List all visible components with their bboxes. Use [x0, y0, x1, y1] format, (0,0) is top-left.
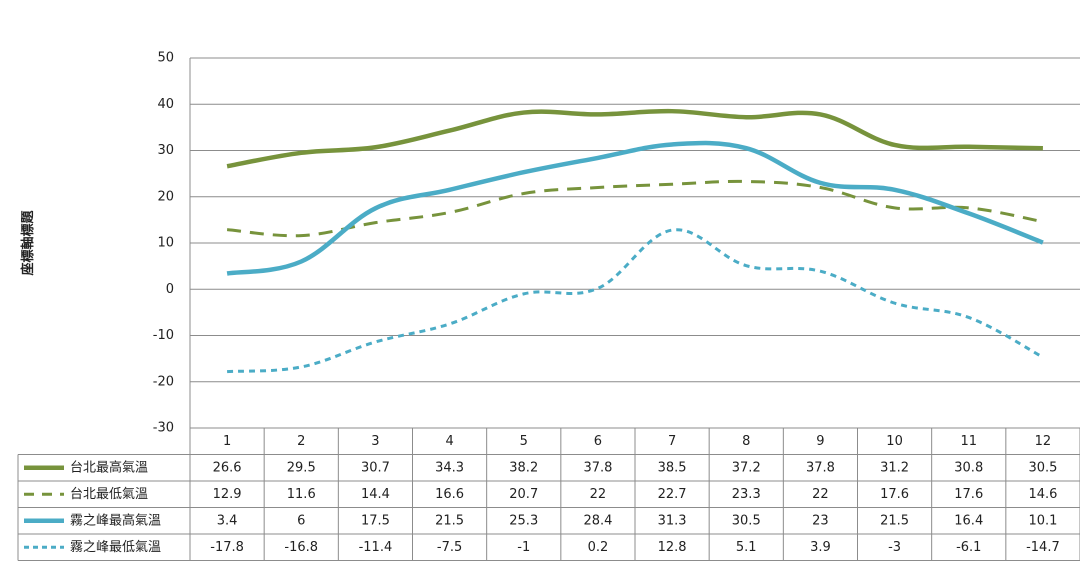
y-tick-label: 50	[157, 51, 174, 66]
table-value-cell: 3.4	[217, 513, 238, 528]
x-category-label: 4	[445, 434, 453, 449]
x-category-label: 9	[816, 434, 824, 449]
table-value-cell: 20.7	[509, 487, 538, 502]
table-value-cell: -17.8	[210, 540, 244, 555]
table-value-cell: 22.7	[658, 487, 687, 502]
table-value-cell: 26.6	[213, 460, 242, 475]
table-value-cell: 0.2	[588, 540, 609, 555]
table-value-cell: 31.2	[880, 460, 909, 475]
table-value-cell: 31.3	[658, 513, 687, 528]
legend-series-name: 霧之峰最高氣溫	[70, 512, 161, 528]
table-value-cell: 25.3	[509, 513, 538, 528]
table-value-cell: -1	[517, 540, 530, 555]
table-value-cell: 17.6	[954, 487, 983, 502]
x-category-label: 8	[742, 434, 750, 449]
y-tick-label: 40	[157, 97, 174, 112]
table-value-cell: 3.9	[810, 540, 831, 555]
series-line	[226, 140, 1044, 276]
table-value-cell: 23	[812, 513, 829, 528]
table-value-cell: 16.6	[435, 487, 464, 502]
table-value-cell: -16.8	[284, 540, 318, 555]
table-value-cell: 30.5	[1028, 460, 1057, 475]
x-category-label: 7	[668, 434, 676, 449]
table-value-cell: 14.6	[1028, 487, 1057, 502]
legend-series-name: 霧之峰最低氣溫	[70, 540, 161, 555]
table-value-cell: 17.6	[880, 487, 909, 502]
x-category-label: 2	[297, 434, 305, 449]
y-tick-label: 20	[157, 189, 174, 204]
table-value-cell: -11.4	[359, 540, 393, 555]
table-value-cell: 37.8	[806, 460, 835, 475]
x-category-label: 10	[886, 434, 903, 449]
table-value-cell: 34.3	[435, 460, 464, 475]
table-value-cell: 28.4	[583, 513, 612, 528]
table-value-cell: 21.5	[880, 513, 909, 528]
legend-series-name: 台北最高氣溫	[70, 459, 148, 475]
table-value-cell: 30.5	[732, 513, 761, 528]
table-value-cell: -7.5	[437, 540, 462, 555]
x-category-label: 12	[1035, 434, 1052, 449]
y-tick-label: -10	[153, 328, 174, 343]
y-tick-label: 0	[166, 282, 174, 297]
table-value-cell: 5.1	[736, 540, 757, 555]
y-tick-label: 10	[157, 236, 174, 251]
table-value-cell: 6	[297, 513, 305, 528]
y-axis-title: 座標軸標題	[20, 210, 36, 277]
legend-series-name: 台北最低氣溫	[70, 487, 148, 502]
series-line	[226, 228, 1044, 374]
table-value-cell: -3	[888, 540, 901, 555]
table-value-cell: 17.5	[361, 513, 390, 528]
x-category-label: 5	[520, 434, 528, 449]
table-value-cell: 37.8	[583, 460, 612, 475]
table-value-cell: 30.8	[954, 460, 983, 475]
table-value-cell: 38.5	[658, 460, 687, 475]
y-tick-label: -30	[153, 421, 174, 436]
x-category-label: 6	[594, 434, 602, 449]
table-value-cell: 16.4	[954, 513, 983, 528]
table-value-cell: 12.8	[658, 540, 687, 555]
y-tick-label: -20	[153, 374, 174, 389]
table-value-cell: 14.4	[361, 487, 390, 502]
table-value-cell: 10.1	[1028, 513, 1057, 528]
table-value-cell: 37.2	[732, 460, 761, 475]
series-line	[226, 179, 1044, 238]
table-value-cell: 21.5	[435, 513, 464, 528]
table-value-cell: 11.6	[287, 487, 316, 502]
table-value-cell: -6.1	[956, 540, 981, 555]
table-value-cell: 12.9	[213, 487, 242, 502]
table-value-cell: 30.7	[361, 460, 390, 475]
x-category-label: 1	[223, 434, 231, 449]
table-value-cell: 38.2	[509, 460, 538, 475]
y-tick-label: 30	[157, 143, 174, 158]
table-value-cell: 29.5	[287, 460, 316, 475]
table-value-cell: -14.7	[1026, 540, 1060, 555]
x-category-label: 11	[960, 434, 977, 449]
table-value-cell: 23.3	[732, 487, 761, 502]
table-value-cell: 22	[812, 487, 829, 502]
series-line	[226, 108, 1043, 169]
x-category-label: 3	[371, 434, 379, 449]
table-value-cell: 22	[590, 487, 607, 502]
